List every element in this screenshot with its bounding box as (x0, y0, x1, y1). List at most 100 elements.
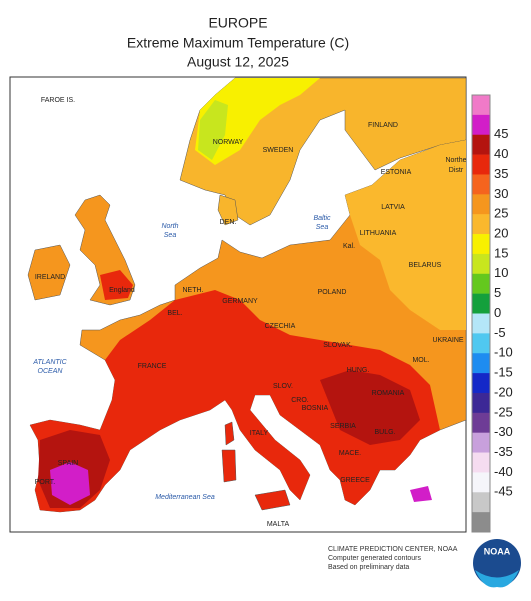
legend-label: 25 (494, 206, 508, 221)
title: EUROPE (208, 15, 267, 31)
place-label: BULG. (374, 429, 395, 436)
place-label: HUNG. (347, 367, 370, 374)
legend-swatch (472, 293, 490, 314)
credit: Based on preliminary data (328, 564, 409, 571)
place-label: SLOV. (273, 383, 293, 390)
place-label: BOSNIA (302, 405, 329, 412)
place-label: MOL. (412, 357, 429, 364)
legend-label: -40 (494, 464, 513, 479)
legend-label: 5 (494, 285, 501, 300)
place-label: UKRAINE (432, 337, 463, 344)
extreme (50, 462, 90, 505)
legend-swatch (472, 214, 490, 235)
credit: CLIMATE PREDICTION CENTER, NOAA (328, 546, 458, 553)
north-yellow (195, 78, 320, 165)
legend-label: -5 (494, 325, 506, 340)
place-label: MACE. (339, 450, 361, 457)
corsica (224, 421, 235, 446)
sardinia (221, 449, 237, 483)
place-label: Kal. (343, 243, 355, 250)
place-label: FINLAND (368, 122, 398, 129)
sea-label: Baltic (313, 215, 331, 222)
place-label: SERBIA (330, 423, 356, 430)
legend-label: -30 (494, 424, 513, 439)
legend-label: -15 (494, 365, 513, 380)
legend-swatch (472, 452, 490, 473)
sea-label: OCEAN (38, 368, 64, 375)
place-label: Distr (449, 167, 464, 174)
place-label: IRELAND (35, 274, 65, 281)
place-label: GREECE (340, 477, 370, 484)
subtitle: Extreme Maximum Temperature (C) (127, 35, 349, 51)
legend-swatch (472, 492, 490, 513)
credit: Computer generated contours (328, 555, 421, 562)
legend-swatch (472, 273, 490, 294)
sea-label: North (161, 223, 178, 230)
sea-label: Sea (316, 224, 329, 231)
place-label: FRANCE (138, 363, 167, 370)
logo-wave (475, 570, 519, 588)
legend-swatch (472, 134, 490, 155)
place-label: BEL. (167, 310, 182, 317)
legend-label: 15 (494, 245, 508, 260)
legend-label: 45 (494, 126, 508, 141)
place-label: LATVIA (381, 204, 405, 211)
legend-box (471, 94, 491, 533)
legend-label: -35 (494, 444, 513, 459)
legend-swatch (472, 253, 490, 275)
legend-swatch (472, 174, 490, 195)
sea-label: ATLANTIC (32, 359, 67, 366)
legend-label: 40 (494, 146, 508, 161)
place-label: MALTA (267, 521, 290, 528)
legend-label: 10 (494, 265, 508, 280)
place-label: ESTONIA (381, 169, 412, 176)
legend-swatch (472, 512, 490, 533)
place-label: ITALY (250, 430, 269, 437)
legend-swatch (472, 412, 490, 433)
place-label: BELARUS (409, 262, 442, 269)
legend-swatch (472, 194, 490, 215)
place-label: NORWAY (213, 139, 244, 146)
legend-swatch (472, 95, 490, 116)
place-label: England (109, 287, 135, 294)
place-label: DEN. (220, 219, 237, 226)
legend-label: -10 (494, 345, 513, 360)
noaa-logo (473, 539, 521, 587)
legend-label: -25 (494, 404, 513, 419)
legend-swatch (472, 313, 490, 334)
place-label: LITHUANIA (360, 230, 397, 237)
legend-swatch (472, 333, 490, 354)
place-label: PORT. (35, 479, 56, 486)
legend-swatch (472, 392, 490, 414)
england-hot (100, 270, 133, 300)
legend-swatch (472, 114, 490, 136)
place-label: ROMANIA (372, 390, 405, 397)
place-label: SWEDEN (263, 147, 294, 154)
place-label: CZECHIA (265, 323, 296, 330)
place-label: POLAND (318, 289, 347, 296)
legend-label: 0 (494, 305, 501, 320)
place-label: FAROE IS. (41, 97, 75, 104)
sicily (254, 489, 291, 511)
legend-label: 35 (494, 166, 508, 181)
north-green (198, 100, 228, 160)
denmark (217, 194, 239, 226)
legend-swatch (472, 472, 490, 493)
legend-label: 20 (494, 225, 508, 240)
place-label: CRO. (291, 397, 309, 404)
legend-label: -20 (494, 384, 513, 399)
date: August 12, 2025 (187, 54, 289, 70)
hot-zone (30, 290, 440, 512)
logo-text: NOAA (484, 546, 511, 556)
legend-swatch (472, 154, 490, 175)
place-label: NETH. (183, 287, 204, 294)
turkey-hot (410, 486, 432, 502)
legend-swatch (472, 373, 490, 394)
sea-label: Sea (164, 232, 177, 239)
sea-label: Mediterranean Sea (155, 494, 215, 501)
east-light (345, 140, 466, 330)
legend-swatch (472, 353, 490, 374)
place-label: Northe (445, 157, 466, 164)
legend-swatch (472, 234, 490, 255)
place-label: SLOVAK. (323, 342, 352, 349)
